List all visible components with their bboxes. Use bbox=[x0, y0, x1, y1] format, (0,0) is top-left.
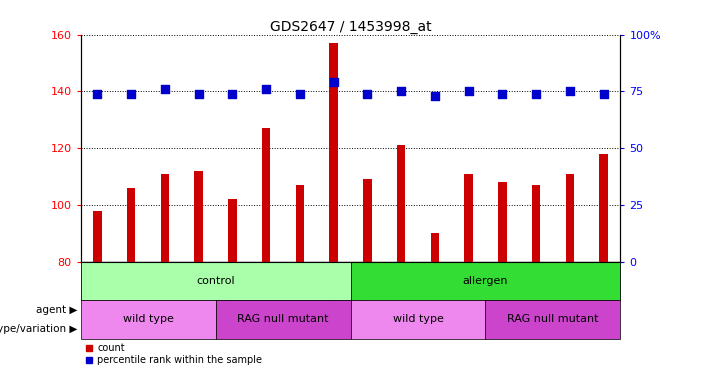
Text: GSM158133: GSM158133 bbox=[261, 263, 271, 309]
Text: genotype/variation ▶: genotype/variation ▶ bbox=[0, 324, 77, 334]
Point bbox=[497, 91, 508, 97]
Text: GSM158142: GSM158142 bbox=[565, 263, 574, 308]
Text: control: control bbox=[196, 276, 235, 286]
Legend: count, percentile rank within the sample: count, percentile rank within the sample bbox=[86, 343, 262, 366]
Point bbox=[294, 91, 306, 97]
Bar bbox=[430, 233, 439, 262]
Text: GSM158136: GSM158136 bbox=[93, 263, 102, 309]
Bar bbox=[599, 154, 608, 262]
Bar bbox=[350, 262, 620, 300]
Point bbox=[227, 91, 238, 97]
Bar bbox=[93, 210, 102, 262]
Text: GSM158147: GSM158147 bbox=[464, 263, 473, 309]
Text: GSM158138: GSM158138 bbox=[363, 263, 372, 308]
Bar bbox=[350, 300, 485, 339]
Point bbox=[193, 91, 204, 97]
Text: GSM158137: GSM158137 bbox=[127, 263, 136, 309]
Text: GSM158146: GSM158146 bbox=[430, 263, 440, 309]
Point bbox=[395, 88, 407, 94]
Bar bbox=[229, 199, 237, 262]
Bar bbox=[397, 145, 405, 262]
Text: GSM158135: GSM158135 bbox=[531, 263, 540, 309]
Bar bbox=[216, 300, 350, 339]
Point bbox=[429, 93, 440, 99]
Text: GSM158140: GSM158140 bbox=[295, 263, 304, 309]
Text: GSM158143: GSM158143 bbox=[599, 263, 608, 309]
Point bbox=[159, 86, 170, 92]
Bar bbox=[194, 171, 203, 262]
Bar bbox=[464, 174, 472, 262]
Bar bbox=[296, 185, 304, 262]
Point bbox=[362, 91, 373, 97]
Bar bbox=[127, 188, 135, 262]
Text: RAG null mutant: RAG null mutant bbox=[507, 314, 599, 324]
Bar bbox=[532, 185, 540, 262]
Text: GSM158145: GSM158145 bbox=[194, 263, 203, 309]
Point bbox=[598, 91, 609, 97]
Bar bbox=[161, 174, 169, 262]
Text: agent ▶: agent ▶ bbox=[36, 305, 77, 315]
Point bbox=[261, 86, 272, 92]
Text: GSM158139: GSM158139 bbox=[397, 263, 406, 309]
Point bbox=[92, 91, 103, 97]
Point bbox=[463, 88, 474, 94]
Point bbox=[531, 91, 542, 97]
Text: GSM158141: GSM158141 bbox=[329, 263, 338, 308]
Text: GSM158132: GSM158132 bbox=[228, 263, 237, 308]
Text: GSM158144: GSM158144 bbox=[161, 263, 170, 309]
Bar bbox=[262, 128, 271, 262]
Text: RAG null mutant: RAG null mutant bbox=[237, 314, 329, 324]
Bar bbox=[81, 300, 216, 339]
Title: GDS2647 / 1453998_at: GDS2647 / 1453998_at bbox=[270, 20, 431, 33]
Point bbox=[125, 91, 137, 97]
Text: GSM158134: GSM158134 bbox=[498, 263, 507, 309]
Bar bbox=[485, 300, 620, 339]
Bar bbox=[498, 182, 507, 262]
Bar bbox=[363, 179, 372, 262]
Point bbox=[564, 88, 576, 94]
Point bbox=[328, 79, 339, 85]
Text: wild type: wild type bbox=[123, 314, 174, 324]
Bar bbox=[566, 174, 574, 262]
Text: wild type: wild type bbox=[393, 314, 444, 324]
Text: allergen: allergen bbox=[463, 276, 508, 286]
Bar bbox=[329, 43, 338, 262]
Bar bbox=[81, 262, 350, 300]
